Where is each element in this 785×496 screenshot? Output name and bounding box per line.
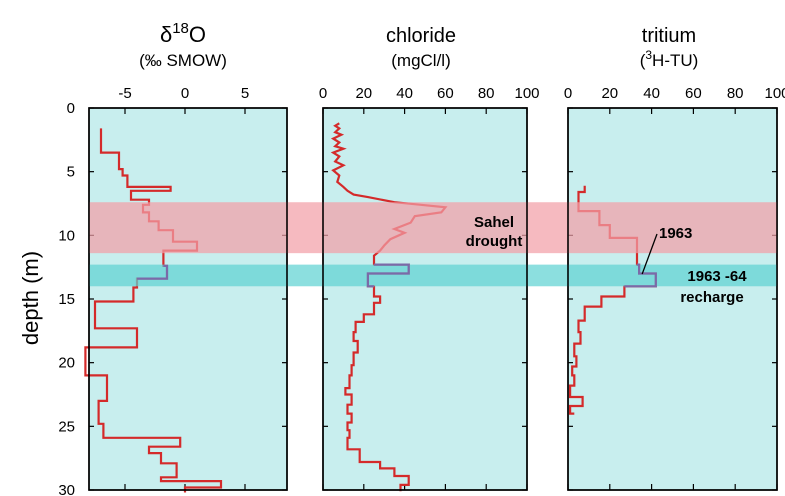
x-tick-label: 20 <box>355 85 372 102</box>
x-tick-label: 20 <box>601 85 618 102</box>
x-tick-label: 40 <box>396 85 413 102</box>
x-tick-label: 60 <box>437 85 454 102</box>
y-axis-label: depth (m) <box>18 251 43 345</box>
annotation-leader <box>641 233 658 275</box>
panel-frame-top <box>567 107 778 491</box>
x-tick-label: 100 <box>764 85 785 102</box>
series-line-1-0 <box>330 122 448 492</box>
panel-title-d18o: δ18O <box>160 20 206 47</box>
y-tick-label: 30 <box>58 482 75 496</box>
band-labels: Sahel drought 1963 -64 recharge 1963 <box>466 214 748 306</box>
x-tick-label: 0 <box>181 85 189 102</box>
y-tick-label: 25 <box>58 418 75 435</box>
y-tick-label: 20 <box>58 355 75 372</box>
band-recharge <box>89 264 777 287</box>
panel-1: 0 20 40 60 80 100 <box>319 85 540 492</box>
panel-subtitle-d18o: (‰ SMOW) <box>139 51 227 70</box>
x-tick-label: 0 <box>319 85 327 102</box>
y-tick-label: 5 <box>67 164 75 181</box>
sahel-label-line1: Sahel <box>474 214 514 231</box>
band-sahel <box>89 202 777 254</box>
panel-subtitle-tritium: (3H-TU) <box>640 48 699 70</box>
x-tick-label: 0 <box>564 85 572 102</box>
panel-subtitle-chloride: (mgCl/l) <box>391 51 451 70</box>
panel-0: -5 0 5 0 5 10 15 20 25 30 <box>58 85 288 496</box>
panel-title-tritium: tritium <box>642 25 696 47</box>
y-tick-label: 15 <box>58 291 75 308</box>
panel-background <box>323 108 527 490</box>
x-tick-label: 100 <box>514 85 539 102</box>
panel-frame-top <box>322 107 528 491</box>
panel-title-chloride: chloride <box>386 25 456 47</box>
recharge-label-line2: recharge <box>680 289 743 306</box>
sahel-label-line2: drought <box>466 233 523 250</box>
y-tick-label: 10 <box>58 227 75 244</box>
annotation-1963: 1963 <box>659 225 692 242</box>
series-line-in-recharge-band <box>137 264 169 280</box>
x-tick-label: 40 <box>643 85 660 102</box>
recharge-label-line1: 1963 -64 <box>687 268 747 285</box>
profile-panels: -5 0 5 0 5 10 15 20 25 30 0 20 40 60 80 100 0 20 40 60 80 100 <box>58 85 785 496</box>
series-line-in-recharge-band <box>366 263 410 288</box>
x-tick-label: 80 <box>478 85 495 102</box>
x-tick-label: 80 <box>727 85 744 102</box>
panel-2: 0 20 40 60 80 100 <box>564 85 785 491</box>
x-tick-label: -5 <box>118 85 131 102</box>
y-tick-label: 0 <box>67 100 75 117</box>
panel-background <box>568 108 777 490</box>
x-tick-label: 60 <box>685 85 702 102</box>
x-tick-label: 5 <box>241 85 249 102</box>
panel-frame-top <box>88 107 288 491</box>
series-line-in-recharge-band <box>624 263 657 288</box>
